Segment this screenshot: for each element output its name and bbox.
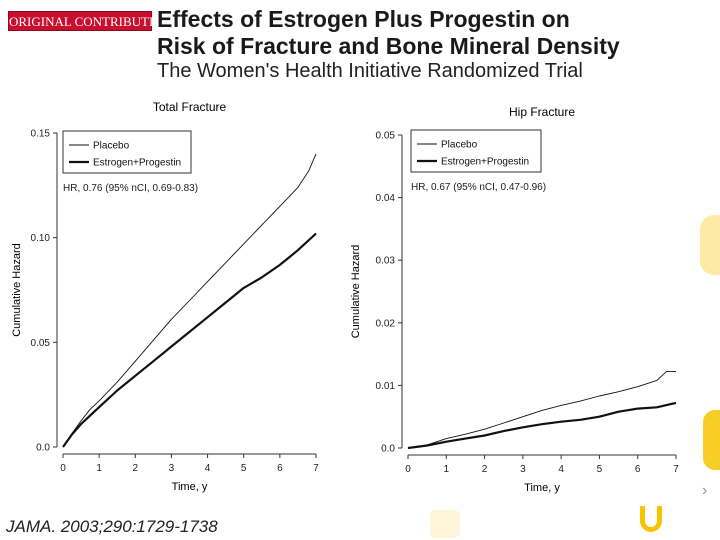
x-tick-label: 1 xyxy=(444,464,450,475)
chart-title: Total Fracture xyxy=(153,100,227,114)
total-fracture-chart: Total Fracture 0.0 0.05 0.10 0.15 0 1 2 3 4 5 6 7 Tim… xyxy=(0,95,345,515)
accent-bracket-icon xyxy=(640,506,662,532)
x-tick-label: 4 xyxy=(558,464,564,475)
x-tick-label: 2 xyxy=(482,464,488,475)
article-title-line1: Effects of Estrogen Plus Progestin on xyxy=(157,6,570,32)
x-tick-label: 7 xyxy=(313,463,319,474)
x-tick-label: 6 xyxy=(277,463,283,474)
x-tick-label: 0 xyxy=(405,464,411,475)
x-tick-label: 3 xyxy=(520,464,526,475)
accent-shape-bottom xyxy=(430,510,460,538)
journal-citation: JAMA. 2003;290:1729-1738 xyxy=(6,517,218,536)
series-line-placebo xyxy=(407,371,676,449)
x-tick-label: 7 xyxy=(673,464,679,475)
x-tick-label: 3 xyxy=(169,463,175,474)
x-axis-label: Time, y xyxy=(524,482,560,494)
legend-label: Estrogen+Progestin xyxy=(93,158,181,169)
hazard-ratio-annotation: HR, 0.67 (95% nCI, 0.47-0.96) xyxy=(411,182,546,193)
article-subtitle: The Women's Health Initiative Randomized… xyxy=(157,60,583,82)
y-axis-label: Cumulative Hazard xyxy=(350,245,362,339)
legend-box xyxy=(410,129,542,173)
article-title-line2: Risk of Fracture and Bone Mineral Densit… xyxy=(157,33,620,59)
x-tick-label: 4 xyxy=(205,463,211,474)
y-tick-label: 0.10 xyxy=(31,233,51,244)
section-badge: ORIGINAL CONTRIBUTION xyxy=(8,11,172,31)
x-tick-label: 2 xyxy=(133,463,139,474)
y-tick-label: 0.04 xyxy=(376,193,396,204)
series-line-estrogen-progestin xyxy=(407,401,677,450)
hip-fracture-chart: Hip Fracture 0.0 0.01 0.02 0.03 0.04 0.05 0 1 2 3 4… xyxy=(345,95,695,515)
y-tick-label: 0.0 xyxy=(36,443,50,454)
series-line-estrogen-progestin xyxy=(62,232,317,448)
y-tick-label: 0.15 xyxy=(31,129,51,140)
y-tick-label: 0.05 xyxy=(31,338,51,349)
next-slide-arrow-icon[interactable]: › xyxy=(702,482,708,499)
legend-label: Placebo xyxy=(93,141,130,152)
legend-label: Placebo xyxy=(441,140,478,151)
y-tick-label: 0.03 xyxy=(376,256,396,267)
y-tick-label: 0.01 xyxy=(376,381,396,392)
chart-title: Hip Fracture xyxy=(509,105,575,119)
legend-box xyxy=(62,130,192,174)
total-fracture-chart-svg: Total Fracture 0.0 0.05 0.10 0.15 0 1 2 3 4 5 6 7 Tim… xyxy=(11,100,319,493)
hip-fracture-chart-svg: Hip Fracture 0.0 0.01 0.02 0.03 0.04 0.05 0 1 2 3 4… xyxy=(350,105,679,494)
y-tick-label: 0.05 xyxy=(376,131,396,142)
x-tick-label: 1 xyxy=(96,463,102,474)
x-tick-label: 5 xyxy=(597,464,603,475)
y-tick-label: 0.02 xyxy=(376,318,396,329)
accent-shape-top xyxy=(700,215,720,275)
legend-label: Estrogen+Progestin xyxy=(441,157,529,168)
x-tick-label: 0 xyxy=(60,463,66,474)
x-tick-label: 5 xyxy=(241,463,247,474)
hazard-ratio-annotation: HR, 0.76 (95% nCI, 0.69-0.83) xyxy=(63,183,198,194)
x-tick-label: 6 xyxy=(635,464,641,475)
accent-shape-mid xyxy=(703,410,720,470)
y-axis-label: Cumulative Hazard xyxy=(11,243,23,337)
y-tick-label: 0.0 xyxy=(381,444,395,455)
series-line-placebo xyxy=(62,153,317,448)
x-axis-label: Time, y xyxy=(172,481,208,493)
